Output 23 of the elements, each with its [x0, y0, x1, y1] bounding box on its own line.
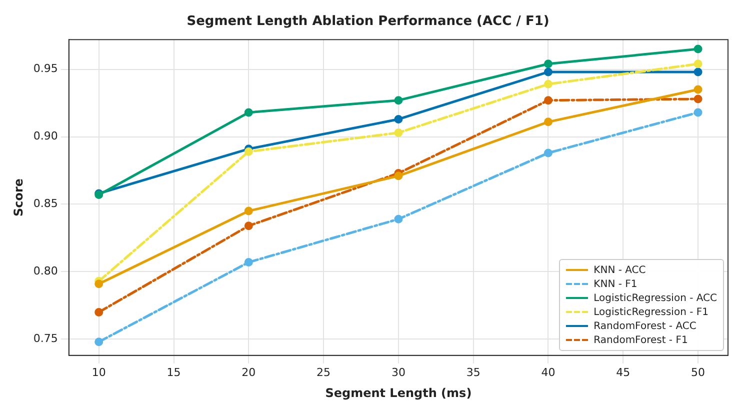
y-tick-label: 0.85 — [33, 197, 58, 210]
y-axis-title: Score — [11, 178, 26, 217]
legend-label: RandomForest - ACC — [594, 320, 696, 332]
x-axis-title: Segment Length (ms) — [325, 386, 472, 400]
x-tick-label: 25 — [316, 366, 331, 379]
y-tick-label: 0.75 — [33, 332, 58, 346]
legend-label: KNN - F1 — [594, 278, 638, 290]
legend-label: LogisticRegression - F1 — [594, 306, 708, 318]
y-tick-label: 0.95 — [33, 62, 58, 76]
x-tick-label: 15 — [166, 366, 181, 379]
x-tick-label: 40 — [541, 366, 556, 379]
x-tick-label: 45 — [616, 366, 630, 379]
y-tick-label: 0.80 — [33, 264, 58, 278]
x-tick-label: 10 — [92, 366, 106, 379]
x-tick-label: 35 — [466, 366, 480, 379]
legend-label: KNN - ACC — [594, 264, 646, 276]
chart-title: Segment Length Ablation Performance (ACC / F1) — [186, 14, 550, 30]
x-tick-label: 30 — [391, 366, 406, 379]
legend-label: RandomForest - F1 — [594, 334, 688, 346]
x-tick-label: 20 — [242, 366, 256, 379]
x-tick-label: 50 — [691, 366, 706, 379]
y-tick-label: 0.90 — [33, 130, 58, 143]
legend-label: LogisticRegression - ACC — [594, 292, 717, 304]
